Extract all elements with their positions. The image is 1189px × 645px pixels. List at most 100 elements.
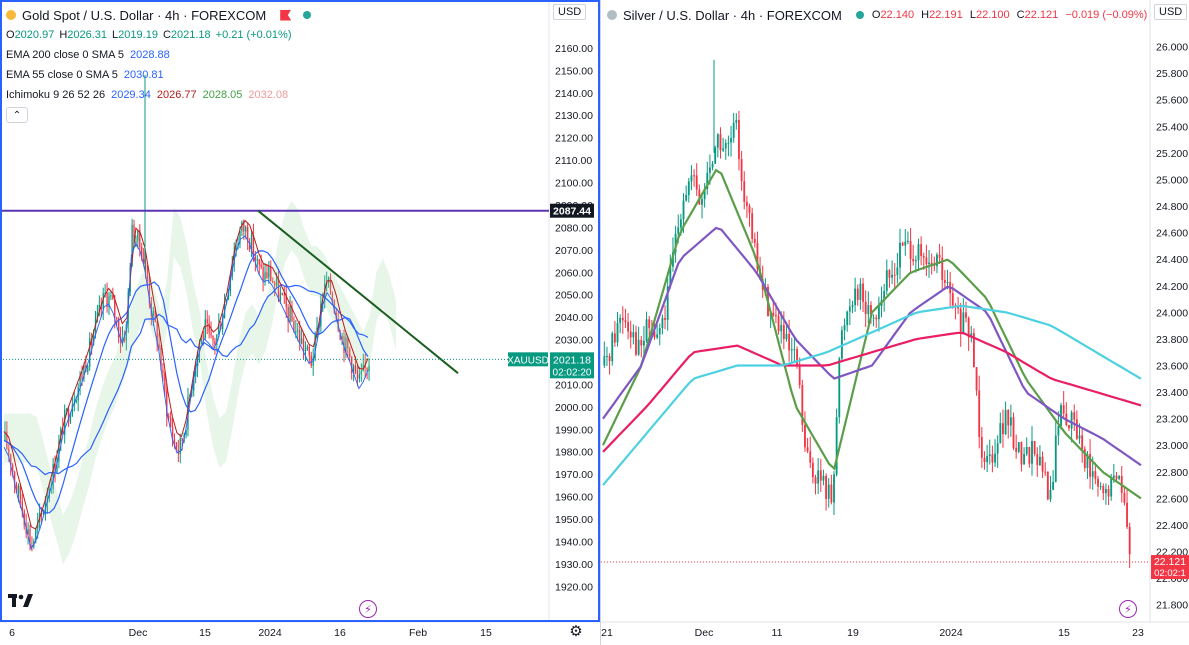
candle-body [135,240,137,244]
candle [270,260,272,282]
candle [777,310,780,335]
candle [1065,402,1068,427]
candle-body [703,188,706,200]
candle-body [899,242,901,268]
candle-body [941,257,944,280]
gear-icon[interactable]: ⚙ [569,623,583,640]
indicator-row[interactable]: EMA 200 close 0 SMA 5 2028.88 [6,45,317,65]
candle-body [906,240,909,242]
y-tick-label: 2140.00 [555,88,593,100]
ema-fast-line [602,168,1142,500]
currency-button[interactable]: USD [553,4,587,20]
candle-body [909,240,912,259]
candle [347,336,349,359]
candle-body [54,463,56,473]
candle-body [740,159,743,182]
candle-body [920,244,923,256]
replay-icon[interactable]: ⚡ [1119,600,1137,618]
candle [169,411,172,428]
x-tick-label: Dec [129,627,148,639]
y-tick-label: 1990.00 [555,424,593,436]
candle [142,247,145,264]
indicator-row[interactable]: EMA 55 close 0 SMA 5 2030.81 [6,65,317,85]
candle-body [943,279,946,283]
candle [920,236,923,266]
candle [843,318,846,341]
gold-chart-canvas[interactable]: 1920.00 1930.00 1940.00 1950.00 1960.00 1970.… [0,0,600,645]
candle-body [164,373,166,391]
candle [1128,522,1131,568]
candle-body [1017,442,1020,452]
candle [738,110,740,171]
indicator-value: 2030.81 [123,68,164,81]
candle [179,433,181,464]
pane-separator[interactable] [600,0,601,645]
x-tick-label: 19 [847,627,859,639]
candle-body [732,122,735,138]
candle-body [148,284,151,304]
candle-body [10,454,12,466]
silver-chart-canvas[interactable]: 21.80022.00022.20022.40022.60022.80023.0… [601,0,1189,645]
candle-body [716,134,719,148]
candle-body [848,306,851,312]
candle-body [360,370,363,375]
candle-body [1031,440,1033,464]
candle-body [1023,454,1026,465]
candle [613,320,616,347]
candle-body [933,265,936,267]
candle [943,270,946,291]
currency-button[interactable]: USD [1154,4,1188,20]
candle [732,112,735,143]
candle [1025,437,1028,457]
gold-symbol-title[interactable]: Gold Spot / U.S. Dollar · 4h · FOREXCOM [22,7,267,23]
candle-body [817,470,820,484]
replay-icon[interactable]: ⚡ [359,600,377,618]
gold-chart-pane[interactable]: 1920.00 1930.00 1940.00 1950.00 1960.00 1970.… [0,0,600,645]
candle-body [139,229,141,247]
candle [1073,404,1076,431]
candle [1044,462,1047,477]
y-tick-label: 1950.00 [555,514,593,526]
candle-body [67,408,70,422]
candle [833,471,835,516]
candle-body [642,340,645,346]
candle [629,320,632,349]
y-tick-label: 1940.00 [555,536,593,548]
candle [822,469,825,486]
candle-body [661,317,664,329]
candle [312,348,314,376]
candle-body [870,305,872,318]
candle-body [904,241,907,246]
candle-body [1054,435,1057,482]
y-tick-label: 24.000 [1156,307,1188,319]
silver-chart-pane[interactable]: 21.800 22.000 22.200 22.400 22.600 22.800 23.0… [601,0,1189,645]
y-tick-label: 1970.00 [555,469,593,481]
candle-body [58,442,60,462]
candle [119,326,122,354]
flag-icon[interactable] [280,9,292,21]
candle-body [362,364,364,371]
y-tick-label: 2120.00 [555,133,593,145]
candle [52,457,54,494]
candle [978,375,981,449]
candle-body [62,428,64,435]
y-tick-label: 2070.00 [555,245,593,257]
ema-200-line [3,283,369,476]
candle [1046,471,1049,501]
indicator-row[interactable]: Ichimoku 9 26 52 26 2029.34 2026.77 2028.05… [6,85,317,105]
candle-body [1097,478,1099,487]
silver-ohlc: O22.140 H22.191 L22.100 C22.121 −0.019 (… [871,8,1148,21]
silver-symbol-title[interactable]: Silver / U.S. Dollar · 4h · FOREXCOM [623,7,842,23]
candle-body [100,304,102,310]
chevron-up-icon[interactable]: ⌃ [6,107,28,123]
candle-body [1123,492,1126,503]
candle [42,509,45,516]
y-tick-label: 1930.00 [555,559,593,571]
candle-body [102,293,104,310]
gold-legend: Gold Spot / U.S. Dollar · 4h · FOREXCOM … [6,5,317,123]
y-tick-label: 21.800 [1156,600,1188,612]
candle-body [753,238,756,243]
candle [793,338,796,362]
last-price-label: 2021.18 [553,354,591,366]
candle [798,357,801,389]
